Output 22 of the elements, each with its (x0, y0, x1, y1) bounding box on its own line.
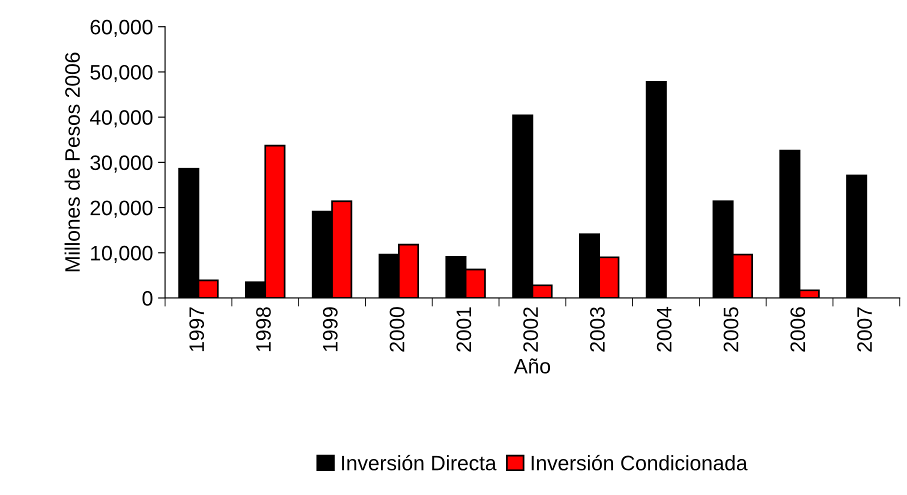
y-tick-label: 30,000 (90, 155, 152, 173)
x-tick-label: 2002 (523, 307, 538, 352)
y-tick-label: 20,000 (90, 200, 152, 218)
x-tick-label: 2000 (390, 307, 404, 352)
y-tick-label: 50,000 (90, 64, 152, 82)
y-tick-label: 0 (142, 290, 152, 306)
legend-label: Inversión Directa (342, 454, 496, 470)
x-tick-label: 2001 (456, 307, 472, 352)
legend-label: Inversión Condicionada (532, 454, 748, 470)
y-tick-label: 10,000 (91, 246, 152, 263)
x-tick-label: 1999 (322, 307, 338, 352)
x-axis-title: Año (514, 358, 550, 374)
y-axis-title: Millones de Pesos 2006 (64, 52, 80, 272)
x-tick-label: 2004 (656, 306, 672, 352)
y-tick-label: 60,000 (90, 20, 152, 37)
x-tick-label: 2003 (590, 307, 605, 352)
x-tick-label: 2005 (724, 307, 738, 352)
x-tick-label: 2006 (790, 307, 806, 352)
x-tick-label: 2007 (857, 307, 872, 352)
x-tick-label: 1998 (256, 307, 271, 352)
y-tick-label: 40,000 (90, 110, 152, 128)
x-tick-label: 1997 (189, 307, 204, 352)
